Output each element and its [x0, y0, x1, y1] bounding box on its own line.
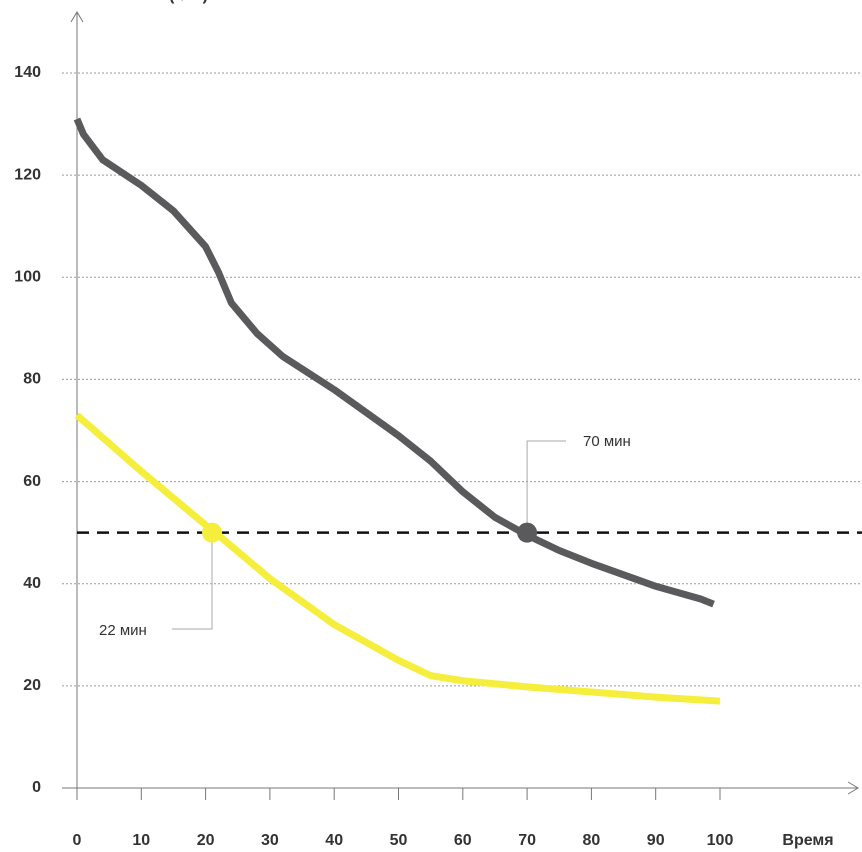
leader-line	[526, 440, 566, 533]
y-axis-arrow	[70, 11, 84, 23]
x-tick-label: 50	[390, 832, 408, 849]
y-tick-label: 60	[23, 473, 41, 490]
leader-line	[172, 532, 213, 630]
x-tick-label: 20	[197, 832, 215, 849]
y-tick-label: 20	[23, 677, 41, 694]
point-marker	[202, 522, 223, 543]
x-tick-label: 30	[261, 832, 279, 849]
x-axis-arrow	[847, 781, 859, 795]
y-tick-label: 80	[23, 371, 41, 388]
line-series	[73, 117, 715, 608]
point-marker	[517, 522, 538, 543]
y-tick-label: 100	[14, 269, 41, 286]
y-tick-label: 0	[32, 779, 41, 796]
x-tick-label: 70	[518, 832, 536, 849]
x-tick-label: 100	[707, 832, 734, 849]
y-tick-label: 120	[14, 166, 41, 183]
x-tick-label: 40	[325, 832, 343, 849]
x-tick-label: 10	[132, 832, 150, 849]
y-tick-label: 40	[23, 575, 41, 592]
x-tick-label: 80	[583, 832, 601, 849]
x-tick-label: 0	[73, 832, 82, 849]
line-series	[74, 412, 721, 705]
annotation: 22 мин	[99, 622, 147, 639]
y-axis-label: Остаточная влажность (г/м³)	[0, 0, 208, 4]
x-axis-label: Время	[782, 832, 833, 849]
y-tick-label: 140	[14, 64, 41, 81]
x-tick-label: 90	[647, 832, 665, 849]
x-tick-label: 60	[454, 832, 472, 849]
annotation: 70 мин	[583, 433, 631, 450]
